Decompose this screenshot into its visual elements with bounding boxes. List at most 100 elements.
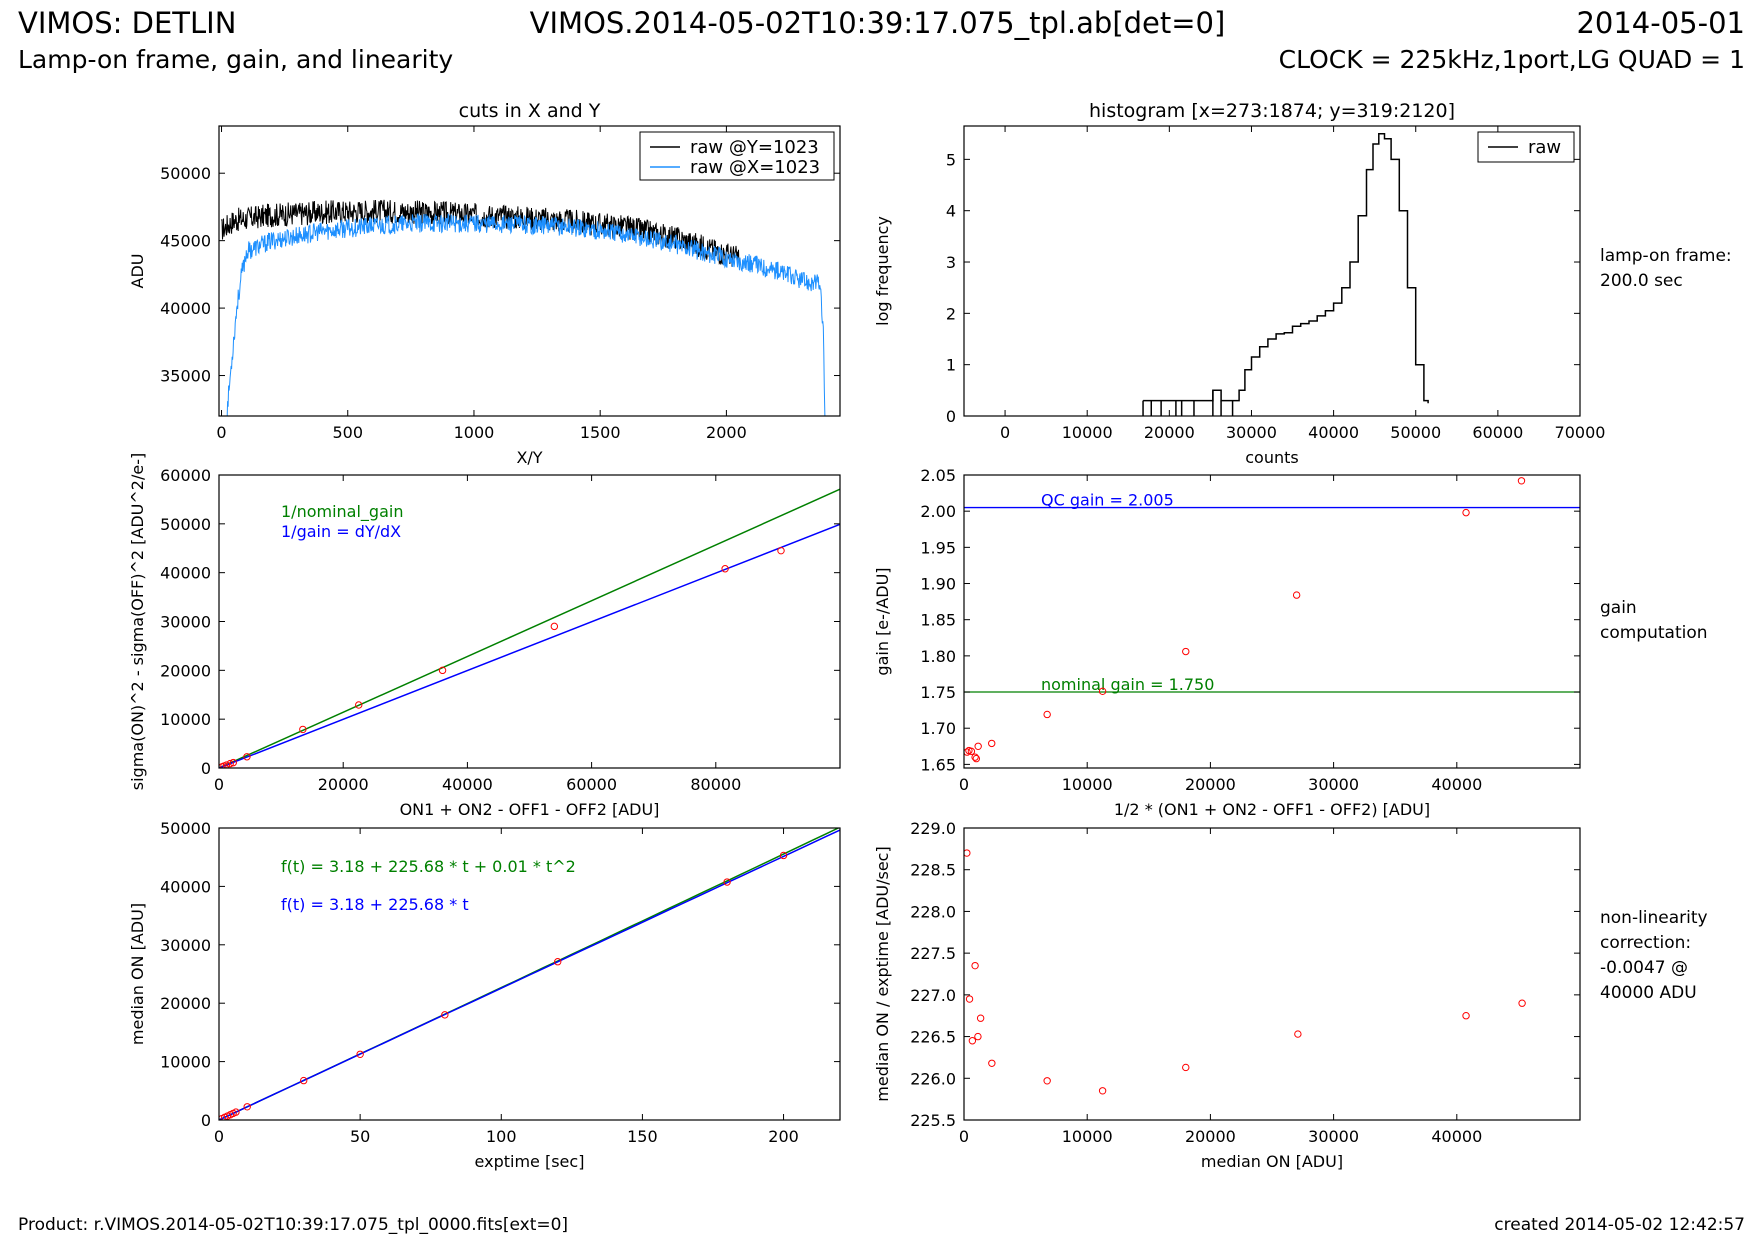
gain-ytick-label: 1.80: [920, 647, 956, 666]
nonlinearity-ytick-label: 227.5: [910, 944, 956, 963]
created-footer: created 2014-05-02 12:42:57: [1494, 1215, 1745, 1235]
nonlinearity-data-point: [988, 1059, 996, 1067]
cuts-ytick-label: 40000: [160, 299, 211, 318]
side-note-line: non-linearity: [1600, 908, 1708, 928]
linearity-data-point: [554, 958, 562, 966]
gain-ytick-label: 1.90: [920, 575, 956, 594]
cuts-xtick-label: 2000: [706, 423, 747, 442]
variance-ytick-label: 40000: [160, 564, 211, 583]
variance-ytick-label: 60000: [160, 466, 211, 485]
nonlinearity-ytick-label: 226.0: [910, 1069, 956, 1088]
cuts-legend-label: raw @Y=1023: [690, 137, 819, 158]
gain-reference-label: QC gain = 2.005: [1041, 491, 1174, 510]
gain-data-point: [1292, 591, 1301, 599]
gain-xtick-label: 0: [959, 775, 969, 794]
variance-annotation: 1/gain = dY/dX: [281, 522, 401, 541]
nonlinearity-data-point: [1098, 1087, 1107, 1095]
linearity-data-point: [441, 1011, 449, 1019]
nonlinearity-ytick-label: 228.0: [910, 902, 956, 921]
gain-data-point: [972, 754, 981, 763]
gain-reference-label: nominal gain = 1.750: [1041, 675, 1214, 694]
gain-data-point: [1182, 647, 1190, 656]
variance-ytick-label: 50000: [160, 515, 211, 534]
linearity-ytick-label: 0: [201, 1111, 211, 1130]
histogram-series: [1143, 132, 1429, 404]
gain-ylabel: gain [e-/ADU]: [873, 567, 892, 675]
side-note-line: 40000 ADU: [1600, 983, 1697, 1003]
histogram-xtick-label: 40000: [1308, 423, 1359, 442]
linearity-xlabel: exptime [sec]: [475, 1152, 585, 1171]
gain-ytick-label: 2.00: [920, 502, 956, 521]
variance-data-point: [243, 753, 251, 761]
histogram-ytick-label: 3: [946, 253, 956, 272]
nonlinearity-xtick-label: 40000: [1431, 1127, 1482, 1146]
histogram-xtick-label: 70000: [1555, 423, 1606, 442]
gain-xlabel: 1/2 * (ON1 + ON2 - OFF1 - OFF2) [ADU]: [1114, 800, 1430, 819]
variance-fit-line: [219, 523, 840, 768]
histogram-ytick-label: 0: [946, 407, 956, 426]
nonlinearity-xtick-label: 10000: [1062, 1127, 1113, 1146]
nonlinearity-ytick-label: 225.5: [910, 1111, 956, 1130]
nonlinearity-ytick-label: 229.0: [910, 819, 956, 838]
side-note-line: correction:: [1600, 933, 1692, 953]
histogram-ytick-label: 2: [946, 304, 956, 323]
cuts-ytick-label: 45000: [160, 232, 211, 251]
variance-data-point: [721, 565, 729, 573]
cuts-xtick-label: 1500: [580, 423, 621, 442]
cuts-xtick-label: 1000: [454, 423, 495, 442]
gain-data-point: [971, 753, 979, 761]
variance-xtick-label: 40000: [442, 775, 493, 794]
gain-ytick-label: 1.85: [920, 611, 956, 630]
nonlinearity-xtick-label: 0: [959, 1127, 969, 1146]
histogram-ylabel: log frequency: [873, 216, 892, 326]
linearity-xtick-label: 200: [768, 1127, 799, 1146]
variance-data-point: [222, 761, 231, 768]
nonlinearity-xlabel: median ON [ADU]: [1201, 1152, 1343, 1171]
gain-data-point: [974, 742, 982, 750]
linearity-data-point: [232, 1108, 240, 1116]
linearity-ytick-label: 20000: [160, 994, 211, 1013]
variance-annotation: 1/nominal_gain: [281, 502, 403, 522]
gain-data-point: [1043, 710, 1051, 719]
linearity-plot-frame: [218, 827, 841, 1121]
histogram-xtick-label: 30000: [1226, 423, 1277, 442]
linearity-ylabel: median ON [ADU]: [128, 903, 147, 1045]
cut-series-1: [221, 199, 740, 267]
histogram-title: histogram [x=273:1874; y=319:2120]: [1089, 100, 1455, 122]
gain-xtick-label: 40000: [1431, 775, 1482, 794]
instrument-title: VIMOS: DETLIN: [18, 6, 237, 40]
clock-info: CLOCK = 225kHz,1port,LG QUAD = 1: [1278, 45, 1745, 74]
histogram-ytick-label: 1: [946, 356, 956, 375]
histogram-legend-label: raw: [1528, 137, 1561, 158]
variance-ytick-label: 20000: [160, 661, 211, 680]
subtitle: Lamp-on frame, gain, and linearity: [18, 45, 454, 74]
histogram-plot-frame: [963, 125, 1581, 417]
variance-xtick-label: 0: [214, 775, 224, 794]
nonlinearity-ytick-label: 228.5: [910, 861, 956, 880]
nonlinearity-data-point: [971, 961, 979, 970]
variance-data-point: [229, 758, 237, 767]
linearity-xtick-label: 100: [486, 1127, 517, 1146]
histogram-xtick-label: 0: [1000, 423, 1010, 442]
gain-ytick-label: 1.65: [920, 755, 956, 774]
gain-data-point: [964, 748, 971, 756]
variance-ytick-label: 0: [201, 759, 211, 778]
date-title: 2014-05-01: [1576, 6, 1745, 40]
linearity-data-point: [723, 878, 731, 886]
linearity-ytick-label: 50000: [160, 819, 211, 838]
product-footer: Product: r.VIMOS.2014-05-02T10:39:17.075…: [18, 1215, 569, 1235]
nonlinearity-data-point: [1518, 999, 1526, 1007]
gain-xtick-label: 30000: [1308, 775, 1359, 794]
gain-plot-frame: [963, 474, 1581, 769]
linearity-data-point: [356, 1050, 364, 1059]
linearity-xtick-label: 0: [214, 1127, 224, 1146]
cuts-ytick-label: 35000: [160, 367, 211, 386]
side-note-lamp: lamp-on frame: 200.0 sec: [1600, 244, 1732, 294]
gain-data-point: [988, 739, 996, 748]
variance-ytick-label: 30000: [160, 613, 211, 632]
gain-data-point: [1098, 687, 1107, 696]
variance-data-point: [438, 666, 447, 675]
variance-xtick-label: 20000: [318, 775, 369, 794]
gain-ytick-label: 1.75: [920, 683, 956, 702]
